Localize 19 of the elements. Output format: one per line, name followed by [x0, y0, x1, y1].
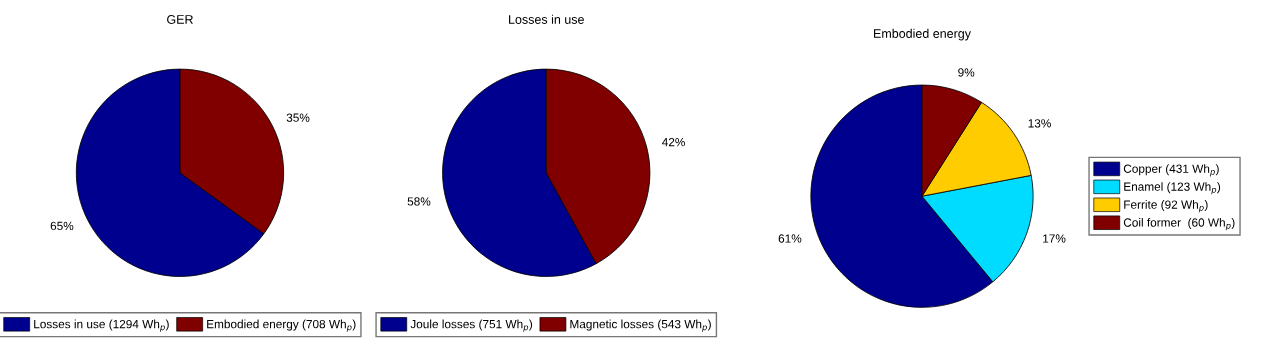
data-label: 17% [1043, 234, 1066, 243]
data-label: 65% [50, 221, 74, 231]
data-label: 9% [958, 68, 975, 77]
legend-label: Enamel (123 Wh$_{p}$) [1124, 182, 1221, 195]
data-label: 42% [662, 137, 685, 147]
legend-label: Magnetic losses (543 Wh$_{p}$) [570, 319, 711, 332]
data-label: 13% [1028, 119, 1051, 128]
legend-label: Ferrite (92 Wh$_{p}$) [1124, 200, 1208, 213]
data-label: 61% [778, 234, 802, 243]
slice-label: Joule losses (751 Wh$_{p}$) [410, 319, 533, 332]
chart-title: GER [167, 15, 193, 24]
chart-title: Losses in use [509, 14, 584, 24]
legend-label: Embodied energy (708 Wh$_{p}$) [207, 319, 356, 332]
legend-label: Losses in use (1294 Wh$_{p}$) [34, 319, 169, 332]
data-label: 58% [407, 197, 431, 206]
legend-label: Coil former (60 Wh$_{p}$) [1123, 218, 1235, 231]
data-label: 35% [286, 113, 310, 122]
legend-label: Copper (431 Wh$_{p}$) [1123, 164, 1219, 177]
chart-title: Embodied energy [874, 28, 971, 41]
